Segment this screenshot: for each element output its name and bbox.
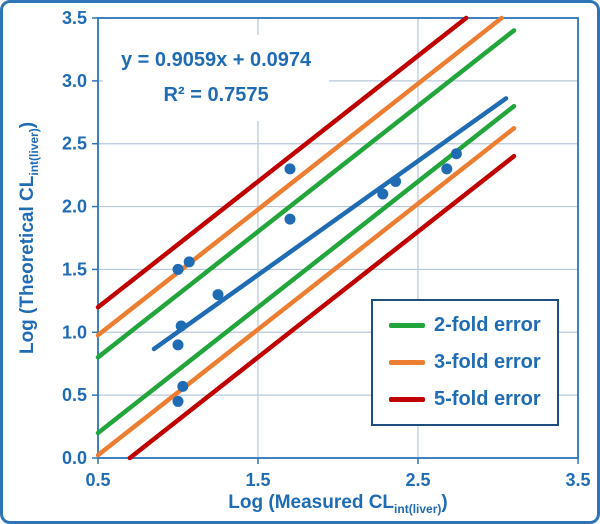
x-axis-label-prefix: Log (Measured CL: [228, 492, 395, 513]
y-tick-label: 3.5: [62, 8, 87, 28]
legend-item-2fold: 2-fold error: [389, 314, 541, 337]
legend-swatch-3fold: [389, 360, 425, 365]
data-point: [172, 263, 184, 275]
legend-swatch-5fold: [389, 397, 425, 402]
plot-border: [97, 17, 579, 459]
fold-line-upper: [95, 28, 517, 360]
fold-line-lower: [95, 103, 517, 436]
legend-label-3fold: 3-fold error: [434, 351, 541, 373]
legend-item-3fold: 3-fold error: [389, 351, 541, 374]
x-tick-label: 2.5: [405, 470, 430, 490]
legend-item-5fold: 5-fold error: [389, 388, 541, 411]
data-point: [177, 380, 189, 392]
y-axis-label: Log (Theoretical CLint(liver)): [17, 122, 41, 354]
fold-line-upper: [95, 15, 469, 310]
legend: 2-fold error 3-fold error 5-fold error: [371, 299, 559, 426]
data-point: [450, 148, 462, 160]
data-point: [175, 320, 187, 332]
y-axis-label-subscript: int(liver): [26, 128, 41, 176]
fold-line-upper: [95, 15, 504, 338]
fold-line-lower: [127, 153, 517, 461]
r-squared-text: R² = 0.7575: [163, 84, 269, 106]
data-point: [441, 163, 453, 175]
data-point: [284, 213, 296, 225]
data-point: [183, 256, 195, 268]
legend-label-5fold: 5-fold error: [434, 388, 541, 410]
x-tick-label: 0.5: [85, 470, 110, 490]
x-axis-label-suffix: ): [441, 492, 448, 513]
y-axis-label-suffix: ): [17, 121, 39, 129]
y-tick-label: 3.0: [62, 71, 87, 91]
y-tick-label: 2.0: [62, 197, 87, 217]
y-tick-label: 2.5: [62, 134, 87, 154]
fold-line-lower: [95, 126, 517, 458]
regression-line: [151, 96, 509, 352]
plot-svg: 0.00.51.01.52.02.53.03.50.5 1.5 2.5 3.5: [62, 8, 591, 490]
y-tick-label: 1.0: [62, 322, 87, 342]
data-point: [172, 395, 184, 407]
equation-box: y = 0.9059x + 0.0974 R² = 0.7575: [103, 35, 330, 121]
y-axis-label-prefix: Log (Theoretical CL: [17, 175, 39, 355]
data-point: [284, 163, 296, 175]
legend-label-2fold: 2-fold error: [434, 314, 541, 336]
legend-swatch-2fold: [389, 323, 425, 328]
data-point: [172, 339, 184, 351]
data-point: [212, 289, 224, 301]
y-tick-label: 1.5: [62, 259, 87, 279]
x-tick-label: 3.5: [565, 470, 590, 490]
data-point: [390, 175, 402, 187]
y-tick-label: 0.0: [62, 448, 87, 468]
y-tick-label: 0.5: [62, 385, 87, 405]
x-tick-label: 1.5: [245, 470, 270, 490]
equation-text: y = 0.9059x + 0.0974: [121, 49, 312, 71]
data-point: [377, 188, 389, 200]
x-axis-label: Log (Measured CLint(liver)): [228, 492, 447, 516]
x-axis-label-subscript: int(liver): [394, 501, 442, 516]
